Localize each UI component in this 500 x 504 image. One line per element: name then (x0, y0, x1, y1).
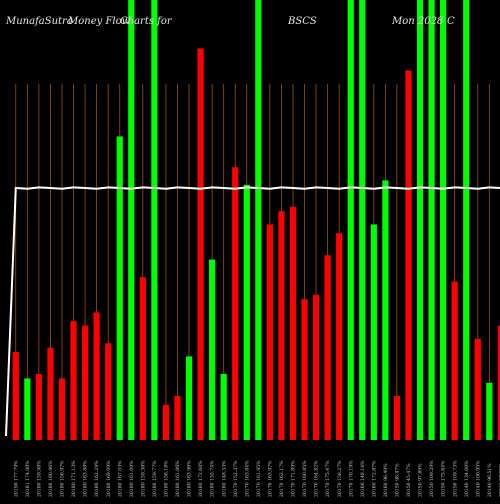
line-series (5, 186, 500, 437)
x-tick-labels: 20190 177.79% 20181 174.98% 20180 159.98% 2… (13, 460, 500, 497)
chart-title: MunafaSutra Money Flow Charts for BSCS M… (5, 16, 455, 27)
x-tick-label: 20170 163.97% (267, 460, 273, 497)
x-tick-label: 20140 57.95% (498, 463, 500, 497)
x-tick-label: 20180 160.96% (48, 460, 54, 497)
title-symbol: BSCS (287, 16, 317, 27)
x-tick-label: 20180 161.86% (175, 460, 181, 497)
bar-41 (486, 382, 493, 440)
bar-12 (151, 0, 158, 440)
x-tick-label: 20180 148.33% (221, 460, 227, 497)
bar-37 (440, 0, 447, 440)
x-tick-label: 20180 162.29% (94, 460, 100, 497)
bar-18 (220, 374, 227, 440)
x-tick-label: 20180 167.03% (117, 460, 123, 497)
bar-34 (405, 70, 412, 441)
x-tick-label: 20160 172.87% (371, 460, 377, 497)
title-date: Mon 2028 (391, 16, 443, 27)
bar-20 (243, 184, 250, 440)
bar-5 (70, 321, 77, 440)
bar-25 (301, 299, 308, 440)
bar-series (12, 0, 500, 441)
x-tick-label: 20180 159.38% (140, 460, 146, 497)
bar-33 (393, 396, 401, 440)
x-tick-label: 20150 109.73% (452, 460, 458, 497)
bar-3 (47, 347, 54, 440)
bar-17 (209, 259, 216, 440)
x-tick-label: 20190 177.79% (13, 460, 19, 497)
x-tick-label: 20170 162.17% (279, 460, 285, 497)
x-tick-label: 20140 100.95% (475, 460, 481, 497)
bar-30 (359, 0, 366, 440)
bar-6 (81, 325, 89, 440)
x-tick-label: 20180 158.18% (164, 460, 170, 497)
bar-8 (105, 343, 112, 440)
x-tick-label: 20180 172.68% (198, 460, 204, 497)
bar-15 (185, 356, 193, 440)
x-tick-label: 20180 161.09% (129, 460, 135, 497)
bar-1 (24, 378, 31, 440)
x-tick-label: 20180 156.97% (60, 460, 66, 497)
bar-28 (336, 233, 343, 440)
x-tick-label: 20160 96.49% (383, 463, 389, 497)
x-tick-label: 20170 161.95% (256, 460, 262, 497)
bar-35 (416, 0, 424, 440)
x-tick-label: 20140 134.00% (464, 460, 470, 497)
bar-11 (139, 277, 146, 440)
title-suffix: C (447, 16, 455, 27)
x-tick-label: 20180 163.88% (83, 460, 89, 497)
bar-22 (266, 224, 273, 440)
bar-26 (312, 294, 320, 440)
bar-16 (197, 48, 204, 441)
bar-7 (93, 312, 100, 440)
bar-36 (428, 0, 435, 440)
bar-14 (174, 396, 181, 440)
bar-42 (497, 325, 500, 440)
x-tick-label: 20170 152.37% (233, 460, 239, 497)
bar-38 (451, 281, 458, 440)
x-tick-label: 20160 148.14% (360, 460, 366, 497)
x-tick-label: 20180 155.74% (210, 460, 216, 497)
x-tick-label: 20150 175.64% (441, 460, 447, 497)
bar-24 (289, 206, 297, 440)
x-tick-label: 20180 171.13% (71, 460, 77, 497)
x-tick-label: 20180 163.96% (187, 460, 193, 497)
x-tick-label: 20150 97.89% (418, 463, 424, 497)
bar-4 (58, 378, 66, 440)
bar-27 (324, 255, 331, 440)
title-charts-for: Charts for (120, 16, 173, 27)
bar-0 (12, 352, 19, 440)
bar-29 (347, 0, 354, 440)
bar-19 (232, 167, 239, 440)
x-tick-label: 20180 159.77% (152, 460, 158, 497)
money-flow-line (5, 186, 500, 437)
x-tick-label: 20170 158.27% (337, 460, 343, 497)
x-tick-label: 20140 96.51% (487, 463, 493, 497)
x-tick-label: 20170 175.47% (325, 460, 331, 497)
bar-39 (463, 0, 470, 440)
bar-10 (128, 0, 135, 440)
x-tick-label: 20170 171.89% (291, 460, 297, 497)
bar-40 (474, 338, 481, 440)
bar-9 (116, 136, 123, 440)
bar-21 (255, 0, 262, 440)
bar-2 (35, 374, 42, 440)
bar-31 (370, 224, 377, 440)
bar-13 (162, 404, 170, 440)
x-tick-label: 20170 163.84% (244, 460, 250, 497)
title-brand: MunafaSutra (5, 16, 73, 27)
title-indicator: Money Flow (67, 16, 131, 27)
x-tick-label: 20170 164.82% (314, 460, 320, 497)
bar-32 (382, 180, 389, 440)
x-tick-label: 20150 45.47% (406, 463, 412, 497)
x-tick-label: 20170 160.85% (302, 460, 308, 497)
x-tick-label: 20180 159.98% (36, 460, 42, 497)
x-tick-label: 20150 98.47% (395, 463, 401, 497)
x-tick-label: 20180 169.09% (106, 460, 112, 497)
bar-23 (278, 211, 285, 440)
x-tick-label: 20170 170.19% (348, 460, 354, 497)
x-tick-label: 20181 174.98% (25, 460, 31, 497)
x-tick-label: 20150 109.29% (429, 460, 435, 497)
